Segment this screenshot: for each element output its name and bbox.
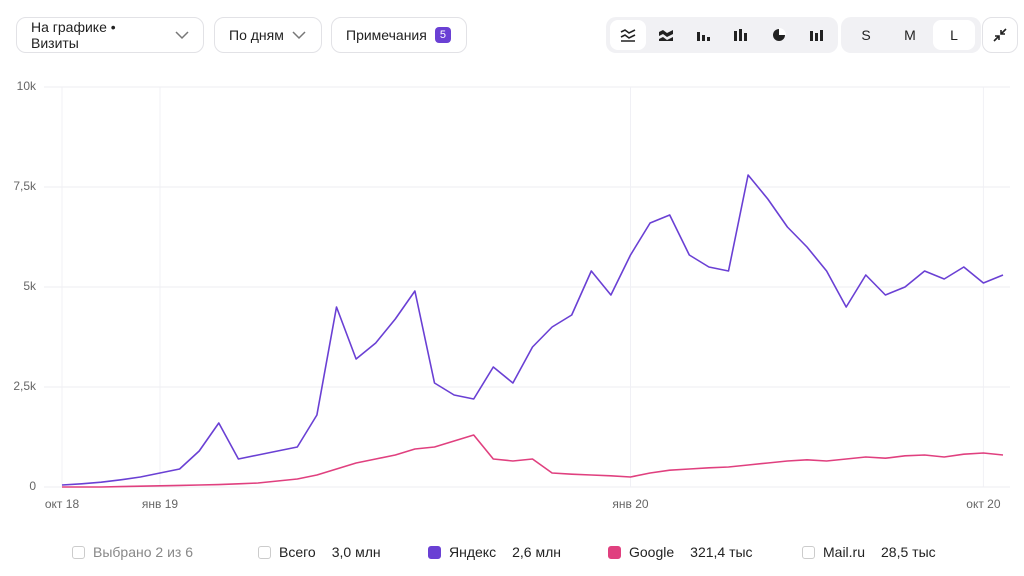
legend-label: Яндекс <box>449 544 497 560</box>
legend-selected[interactable]: Выбрано 2 из 6 <box>72 544 193 560</box>
legend-item[interactable]: Всего 3,0 млн <box>258 544 381 560</box>
legend-item[interactable]: Яндекс 2,6 млн <box>428 544 561 560</box>
notes-button[interactable]: Примечания 5 <box>331 17 467 53</box>
size-button[interactable]: L <box>933 20 975 50</box>
period-select[interactable]: По дням <box>214 17 322 53</box>
chart: 0 2,5k 5k 7,5k 10k окт 18 янв 19 янв 20 окт 20 <box>13 79 1010 511</box>
pie-chart-button[interactable] <box>761 20 797 50</box>
x-tick-label: янв 20 <box>612 497 649 511</box>
notes-label: Примечания <box>346 27 427 43</box>
y-tick-label: 7,5k <box>13 179 37 193</box>
x-tick-label: окт 20 <box>966 497 1001 511</box>
legend-total: 321,4 тыс <box>690 544 753 560</box>
legend-item[interactable]: Mail.ru 28,5 тыс <box>802 544 936 560</box>
checkbox <box>258 545 271 559</box>
legend-total: 3,0 млн <box>331 544 381 560</box>
checkbox <box>608 545 621 559</box>
size-button[interactable]: S <box>861 27 871 43</box>
collapse-button[interactable] <box>982 17 1018 53</box>
chevron <box>175 31 189 40</box>
chart-type-group <box>606 17 838 53</box>
size-group: S M L <box>841 17 981 53</box>
metric-select[interactable]: На графике • Визиты <box>16 17 204 53</box>
y-tick-label: 0 <box>29 479 36 493</box>
area-chart-button[interactable] <box>648 20 684 50</box>
line-chart-button[interactable] <box>610 20 646 50</box>
x-tick-label: окт 18 <box>45 497 80 511</box>
chevron <box>292 31 306 40</box>
bar-chart-button[interactable] <box>685 20 721 50</box>
series-line <box>61 174 1004 486</box>
column-chart-button[interactable] <box>798 20 834 50</box>
legend-label: Всего <box>279 544 316 560</box>
y-tick-label: 10k <box>17 79 37 93</box>
size-button[interactable]: M <box>904 27 916 43</box>
checkbox <box>802 545 815 559</box>
y-tick-label: 2,5k <box>13 379 37 393</box>
legend-label: Google <box>629 544 675 560</box>
legend-item[interactable]: Google 321,4 тыс <box>608 544 753 560</box>
checkbox <box>72 545 85 559</box>
legend-total: 2,6 млн <box>512 544 561 560</box>
period-label: По дням <box>229 27 284 43</box>
x-tick-label: янв 19 <box>142 497 179 511</box>
notes-badge: 5 <box>434 27 451 43</box>
legend-label: Выбрано 2 из 6 <box>93 544 193 560</box>
series-line <box>62 434 1004 488</box>
metric-label: На графике • Визиты <box>31 19 116 51</box>
checkbox <box>428 545 441 559</box>
legend-label: Mail.ru <box>823 544 866 560</box>
y-tick-label: 5k <box>23 279 37 293</box>
stacked-bar-button[interactable] <box>723 20 759 50</box>
legend-total: 28,5 тыс <box>881 544 936 560</box>
